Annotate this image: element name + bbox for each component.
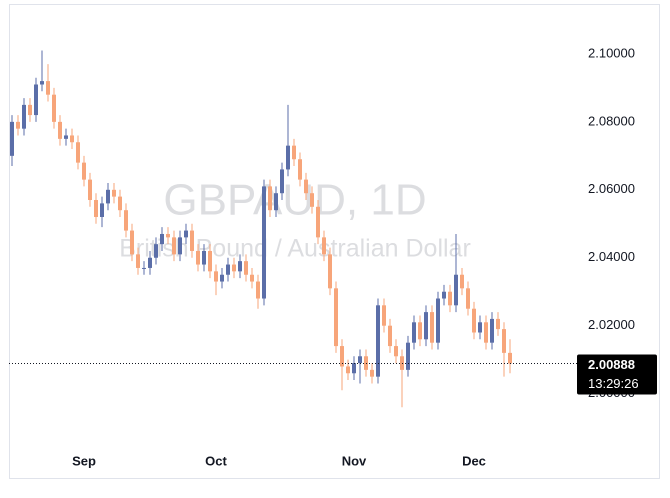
candle-body (16, 121, 20, 129)
candle-body (70, 135, 74, 143)
candle-body (280, 169, 284, 194)
watermark: GBPAUD, 1D (163, 176, 426, 225)
watermark-subtitle: British Pound / Australian Dollar (119, 235, 471, 263)
candle-body (142, 267, 146, 269)
candle-body (316, 206, 320, 238)
candle-body (76, 142, 80, 163)
x-tick-label: Nov (342, 453, 367, 468)
candle-body (244, 261, 248, 275)
candle-body (358, 356, 362, 364)
candle-body (274, 193, 278, 211)
y-tick-label: 2.08000 (588, 113, 635, 128)
candle-body (406, 342, 410, 370)
candle-body (94, 200, 98, 217)
x-tick-label: Sep (72, 453, 96, 468)
candle-body (112, 189, 116, 197)
candle-body (460, 274, 464, 289)
candle-body (430, 312, 434, 343)
candle-body (118, 196, 122, 211)
candle-body (10, 121, 14, 156)
candle-body (82, 162, 86, 180)
candle-body (232, 264, 236, 272)
candle-body (106, 189, 110, 204)
candle-body (382, 305, 386, 326)
candle-body (478, 322, 482, 333)
candle-body (454, 274, 458, 306)
candle-body (172, 237, 176, 255)
candle-body (160, 233, 164, 245)
candle-body (100, 203, 104, 217)
x-tick-label: Dec (462, 453, 486, 468)
countdown: 13:29:26 (588, 376, 639, 391)
candle-body (64, 135, 68, 139)
candle-body (334, 288, 338, 347)
candle-body (184, 230, 188, 238)
y-tick-label: 2.10000 (588, 45, 635, 60)
candle-body (136, 254, 140, 268)
candle-body (130, 230, 134, 255)
candle-body (148, 257, 152, 268)
candle-body (490, 318, 494, 343)
candle-body (508, 352, 512, 364)
last-price-label: 2.00888 (588, 357, 635, 372)
candle-body (28, 104, 32, 116)
candle-body (292, 145, 296, 160)
candle-body (310, 193, 314, 207)
candle-body (394, 346, 398, 357)
candle-body (340, 346, 344, 367)
candle-body (178, 237, 182, 255)
candle-body (370, 369, 374, 377)
candle-body (328, 254, 332, 289)
chart-frame (9, 4, 660, 479)
candle-body (46, 81, 50, 95)
candle-body (346, 366, 350, 374)
y-tick-label: 2.02000 (588, 317, 635, 332)
candle-body (256, 281, 260, 299)
candle-body (238, 261, 242, 272)
candle-body (40, 81, 44, 85)
candle-body (52, 94, 56, 122)
candle-body (250, 274, 254, 282)
candle-body (286, 145, 290, 170)
y-tick-label: 2.06000 (588, 181, 635, 196)
candle-body (412, 322, 416, 343)
last-price-box (577, 354, 657, 395)
candle-body (166, 233, 170, 238)
candle-body (376, 305, 380, 377)
candle-body (268, 186, 272, 211)
x-tick-label: Oct (205, 453, 227, 468)
candle-body (502, 329, 506, 353)
candle-body (220, 274, 224, 282)
candle-body (418, 322, 422, 340)
candle-body (442, 291, 446, 299)
candle-body (262, 186, 266, 299)
candle-body (34, 84, 38, 116)
candle-body (448, 291, 452, 306)
candle-body (58, 121, 62, 139)
y-tick-label: 2.04000 (588, 249, 635, 264)
candle-body (388, 325, 392, 347)
candle-body (208, 250, 212, 272)
candle-body (322, 237, 326, 255)
candle-body (298, 159, 302, 180)
candle-body (472, 308, 476, 333)
candle-body (466, 288, 470, 309)
candle-body (496, 318, 500, 330)
candle-body (304, 179, 308, 194)
candle-body (214, 271, 218, 282)
candle-body (424, 312, 428, 340)
candle-body (154, 244, 158, 258)
candle-body (124, 210, 128, 231)
candle-body (22, 104, 26, 129)
candle-body (352, 363, 356, 374)
candle-body (484, 322, 488, 343)
candle-body (88, 179, 92, 201)
candle-body (436, 298, 440, 343)
candle-body (226, 264, 230, 275)
candle-body (202, 250, 206, 265)
candle-body (196, 250, 200, 265)
candle-body (190, 230, 194, 251)
